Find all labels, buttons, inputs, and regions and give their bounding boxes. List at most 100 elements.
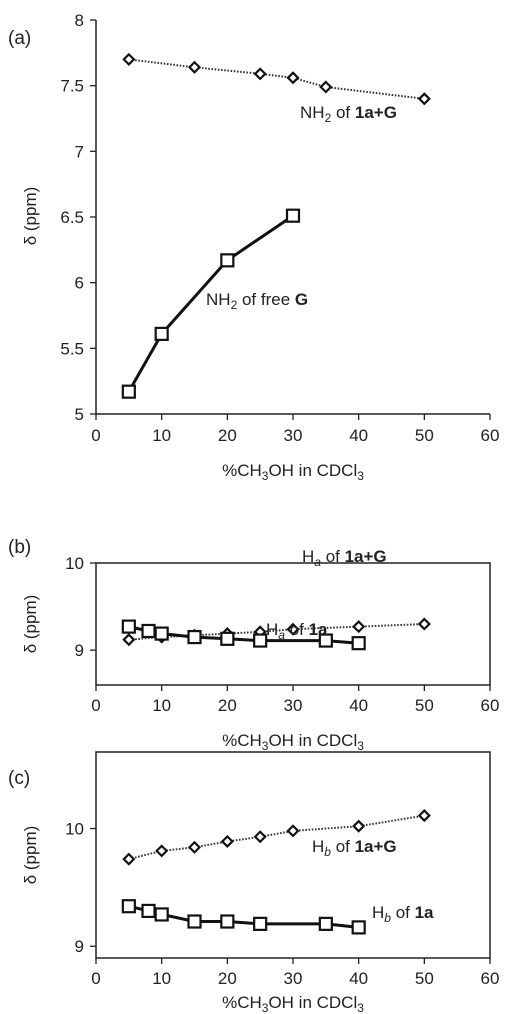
x-axis-label-sub: 3 [357,739,364,753]
series-label-sub: a [314,555,321,569]
y-tick-label: 9 [75,937,84,956]
x-tick-label: 40 [349,969,368,988]
y-tick-label: 5 [75,405,84,424]
series-line-solid [127,214,294,393]
x-tick-label: 40 [349,426,368,445]
x-tick-label: 20 [218,696,237,715]
data-point-diamond [352,819,366,833]
y-tick-label: 9 [75,641,84,660]
panel-label: (c) [8,768,30,789]
x-tick-label: 50 [415,969,434,988]
x-axis-label: %CH3OH in CDCl3 [222,731,364,753]
x-tick-label: 0 [91,426,100,445]
series-label: Hb of 1a+G [312,837,397,859]
panel-label: (a) [8,28,31,49]
series-label-part: of [321,547,345,566]
data-point-diamond [122,633,136,647]
series-label-part: H [372,903,384,922]
data-point-square [220,253,235,268]
data-point-square [253,633,268,648]
series-label-sub: 2 [325,111,332,125]
data-point-diamond [220,834,234,849]
series-label: Ha of 1a [266,620,328,642]
data-point-diamond [253,67,267,81]
plot-frame [95,751,491,959]
data-point-square [318,633,333,648]
data-point-square [141,623,156,639]
data-point-square [318,916,333,931]
series-label-bold: 1a+G [355,103,397,122]
series-label-part: of free [237,290,295,309]
series-label-part: of [285,620,309,639]
y-tick-label: 6 [75,274,84,293]
y-axis-label: δ (ppm) [21,826,40,885]
data-point-diamond [253,830,267,844]
series-complex [122,52,431,106]
data-point-square [220,631,235,646]
y-tick-label: 7.5 [60,77,84,96]
y-tick-label: 10 [65,554,84,573]
series-label-part: H [312,837,324,856]
series-label-part: NH [206,290,231,309]
data-point-diamond [417,92,431,106]
x-axis-label-part: OH in CDCl [268,461,357,480]
y-axis-label: δ (ppm) [21,187,40,246]
x-axis-label: %CH3OH in CDCl3 [222,461,364,483]
data-point-square [154,326,169,341]
x-axis-label-part: %CH [222,731,262,750]
data-point-diamond [286,824,300,838]
data-point-square [253,916,268,931]
series-label-bold: 1a+G [345,547,387,566]
series-free [121,899,366,935]
data-point-square [121,899,136,914]
x-axis-label-part: OH in CDCl [268,993,357,1012]
x-axis-label-sub: 3 [262,469,269,483]
y-axis-label: δ (ppm) [21,595,40,654]
x-tick-label: 30 [284,696,303,715]
series-line-dotted [128,58,425,100]
y-tick-label: 6.5 [60,208,84,227]
x-axis-label-part: OH in CDCl [268,731,357,750]
data-point-square [141,903,156,919]
data-point-diamond [187,60,202,74]
series-label: Ha of 1a+G [302,547,387,569]
x-tick-label: 0 [91,969,100,988]
series-label: NH2 of 1a+G [300,103,397,125]
series-label-part: H [266,620,278,639]
x-axis-label: %CH3OH in CDCl3 [222,993,364,1014]
data-point-square [187,629,202,645]
series-label-part: of [331,837,355,856]
panel-label: (b) [8,537,31,558]
data-point-square [351,636,366,651]
data-point-diamond [286,622,300,636]
data-point-square [154,626,169,641]
data-point-diamond [417,809,431,823]
x-tick-label: 30 [284,426,303,445]
data-point-diamond [122,852,136,866]
x-tick-label: 10 [152,969,171,988]
series-free [121,619,366,651]
series-label: NH2 of free G [206,290,308,312]
x-tick-label: 60 [481,969,500,988]
data-point-diamond [122,52,136,66]
data-point-diamond [417,617,431,631]
series-label-sub: b [324,845,331,859]
data-point-diamond [155,844,169,858]
data-point-diamond [286,71,300,85]
data-point-diamond [352,620,366,634]
data-point-square [154,907,169,922]
series-label-part: of [391,903,415,922]
series-label-sub: 2 [231,298,238,312]
data-point-square [121,619,136,634]
x-axis-label-sub: 3 [357,1001,364,1014]
x-tick-label: 20 [218,969,237,988]
x-tick-label: 20 [218,426,237,445]
series-label-sub: a [278,628,285,642]
series-label-bold: 1a+G [355,837,397,856]
x-tick-label: 50 [415,696,434,715]
data-point-diamond [187,840,202,854]
